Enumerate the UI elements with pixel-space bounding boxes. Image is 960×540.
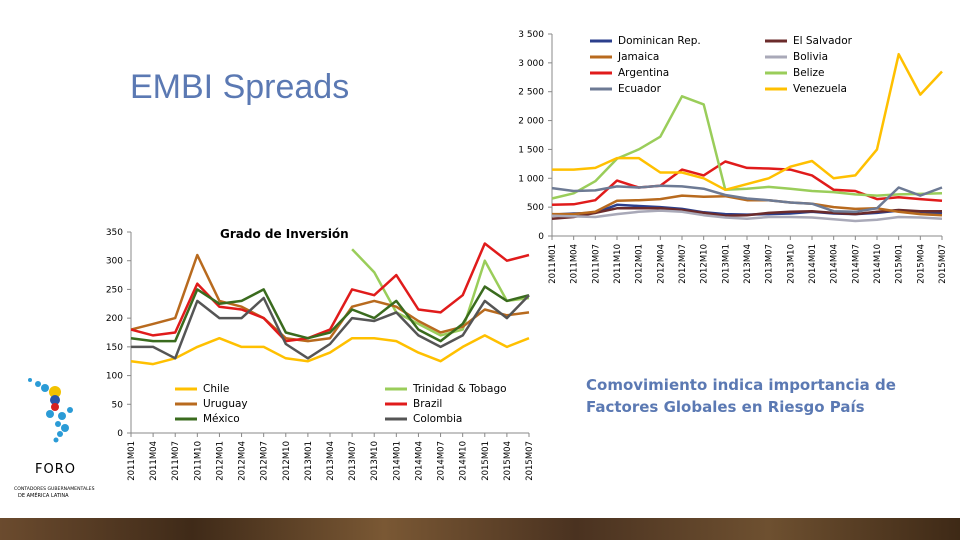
series-line-4 xyxy=(131,287,529,342)
x-tick-label: 2014M04 xyxy=(414,441,424,481)
footer-texture-band xyxy=(0,518,960,540)
chart-title: Grado de Inversión xyxy=(220,227,349,241)
legend-label: Trinidad & Tobago xyxy=(412,383,507,395)
foro-logo-subtext-2: DE AMÉRICA LATINA xyxy=(18,491,69,499)
foro-logo-subtext-1: CONTADORES GUBERNAMENTALES xyxy=(14,486,95,492)
x-tick-label: 2011M01 xyxy=(127,441,137,481)
x-tick-label: 2013M10 xyxy=(370,441,380,481)
x-tick-label: 2013M04 xyxy=(326,441,336,481)
y-tick-label: 150 xyxy=(106,343,123,353)
x-tick-label: 2015M01 xyxy=(481,441,491,481)
y-tick-label: 350 xyxy=(106,228,123,238)
x-tick-label: 2014M07 xyxy=(437,441,447,481)
foro-logo-name: FORO xyxy=(35,462,76,477)
series-line-0 xyxy=(131,335,529,364)
x-tick-label: 2015M04 xyxy=(503,441,513,481)
x-tick-label: 2011M04 xyxy=(149,441,159,481)
x-tick-label: 2011M07 xyxy=(171,441,181,481)
comovement-note: Comovimiento indica importancia de Facto… xyxy=(586,374,916,418)
legend-label: Uruguay xyxy=(203,398,248,410)
x-tick-label: 2012M04 xyxy=(238,441,248,481)
x-tick-label: 2013M01 xyxy=(304,441,314,481)
x-tick-label: 2012M10 xyxy=(282,441,292,481)
legend-label: Chile xyxy=(203,383,229,395)
x-tick-label: 2012M07 xyxy=(260,441,270,481)
x-tick-label: 2015M07 xyxy=(525,441,535,481)
foro-logo: FORO CONTADORES GUBERNAMENTALES DE AMÉRI… xyxy=(10,370,120,510)
x-tick-label: 2012M01 xyxy=(215,441,225,481)
x-tick-label: 2014M01 xyxy=(392,441,402,481)
foro-logo-icon: FORO CONTADORES GUBERNAMENTALES DE AMÉRI… xyxy=(10,370,120,510)
x-tick-label: 2013M07 xyxy=(348,441,358,481)
y-tick-label: 250 xyxy=(106,285,123,295)
y-tick-label: 200 xyxy=(106,314,123,324)
x-tick-label: 2014M10 xyxy=(459,441,469,481)
y-tick-label: 300 xyxy=(106,257,123,267)
legend-label: Colombia xyxy=(413,413,462,425)
x-tick-label: 2011M10 xyxy=(193,441,203,481)
legend-label: México xyxy=(203,413,240,425)
legend-label: Brazil xyxy=(413,398,442,410)
